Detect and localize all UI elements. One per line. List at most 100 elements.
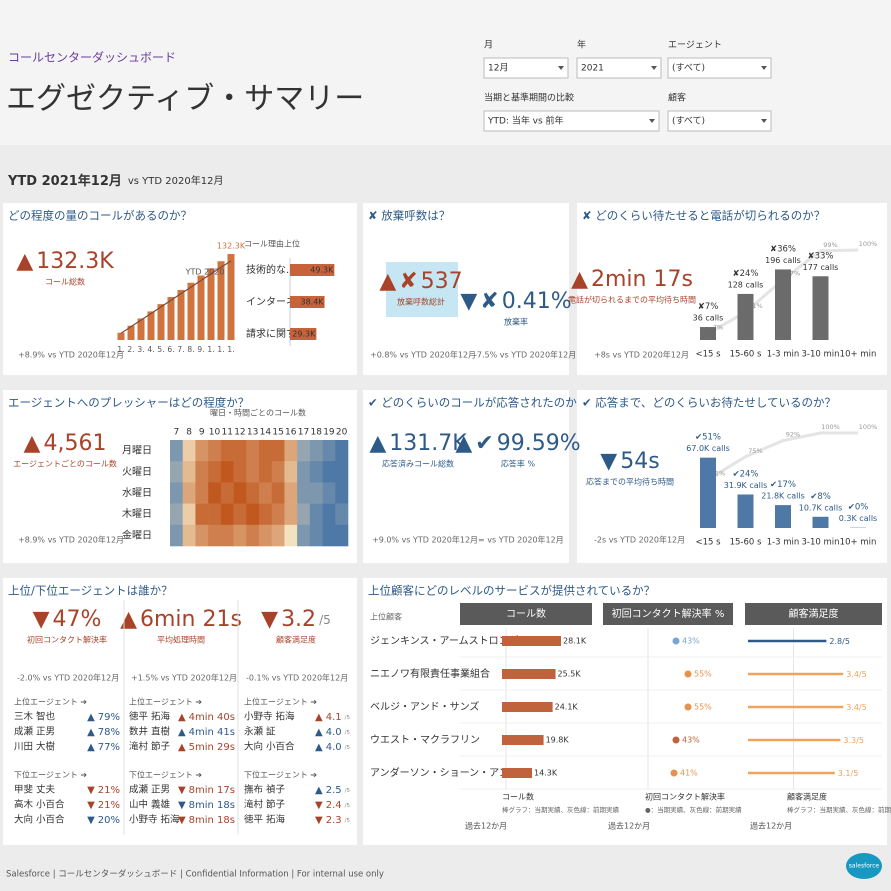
data-label: 43% <box>682 736 700 745</box>
kpi-delta: +8s vs YTD 2020年12月 <box>594 350 689 360</box>
hour-label: 13 <box>247 428 258 438</box>
prior-line <box>120 260 232 334</box>
heat-cell <box>182 461 196 483</box>
filter-select[interactable] <box>667 57 772 79</box>
agent-name: 数井 直樹 <box>129 726 171 738</box>
filter-select[interactable] <box>667 110 772 132</box>
customer-name: ジェンキンス・アームストロング <box>370 634 519 647</box>
share-label: ✘24% <box>732 268 758 278</box>
agent-name: 小野寺 拓海 <box>129 814 180 826</box>
list-header: 上位エージェント ➔ <box>129 697 202 707</box>
heat-cell <box>322 482 336 504</box>
agent-value-arrow: ▲ <box>315 727 323 738</box>
data-label: 14.3K <box>534 769 558 778</box>
filter-label: 当期と基準期間の比較 <box>484 92 574 104</box>
filter-select[interactable] <box>483 110 660 132</box>
fcr-dot <box>672 637 680 645</box>
filter-value: 2021 <box>581 64 604 74</box>
x-tick-label: 6. <box>167 345 174 354</box>
hour-label: 10 <box>209 428 221 438</box>
share-value: 33% <box>815 251 834 261</box>
agent-name: 小野寺 拓海 <box>244 711 295 723</box>
list-header: 上位エージェント ➔ <box>244 697 317 707</box>
heat-cell <box>259 461 273 483</box>
kpi-value-value: 47% <box>53 607 102 632</box>
kpi-value: ▲ ✔ 99.59% <box>455 431 580 456</box>
kpi-value-value: 4,561 <box>43 431 106 456</box>
x-tick-label: 1. <box>217 345 224 354</box>
heat-cell <box>335 524 349 547</box>
cumulative-label: 51% <box>711 470 725 478</box>
agent-value-value: 2.5 <box>326 785 342 796</box>
csat-value: 3.4 <box>846 670 859 679</box>
filter-value: (すべて) <box>672 116 705 127</box>
kpi-value-arrow: ▼ <box>261 607 278 632</box>
filter-select[interactable] <box>483 57 569 79</box>
panel-title: ✔ 応答まで、どのくらいお待たせしているのか？ <box>582 396 836 410</box>
share-label: ✔24% <box>732 469 758 479</box>
kpi-value: ▼ ✘ 0.41% <box>460 289 571 314</box>
data-label: 49.3K <box>310 266 334 275</box>
data-label: 55% <box>694 670 712 679</box>
heatmap-title: 曜日・時間ごとのコール数 <box>210 408 306 418</box>
panel-title: どの程度の量のコールがあるのか？ <box>8 209 192 223</box>
customer-name: ベルジ・アンド・サンズ <box>370 700 479 713</box>
heat-cell <box>284 482 298 504</box>
customer-name: ニエノワ有限責任事業組合 <box>370 667 490 680</box>
column-note: 棒グラフ：当期実績、灰色線：前期実績 <box>787 805 891 814</box>
dropdown-arrow <box>558 66 564 70</box>
heat-cell <box>271 440 285 462</box>
reasons-title: コール理由上位 <box>244 239 300 249</box>
csat-unit: /5 <box>856 736 864 745</box>
hist-bar <box>812 276 829 340</box>
csat-unit: /5 <box>842 637 850 646</box>
kpi-value-arrow: ▼ <box>33 607 50 632</box>
filter-select[interactable] <box>576 57 662 79</box>
month-bar <box>177 289 185 340</box>
day-label: 木曜日 <box>122 508 152 520</box>
reason-label: 技術的な... <box>246 263 296 276</box>
agent-value-arrow: ▲ <box>315 712 323 723</box>
hour-label: 9 <box>199 428 205 438</box>
agent-value-value: 79% <box>98 712 120 723</box>
hist-bar <box>737 494 754 528</box>
panel <box>3 203 357 375</box>
heat-cell <box>233 461 247 483</box>
heat-cell <box>322 524 336 547</box>
share-label: ✔8% <box>810 491 831 501</box>
agent-value-arrow: ▼ <box>315 815 323 826</box>
column-note: 棒グラフ：当期実績、灰色線：前期実績 <box>502 805 620 814</box>
agent-name: 徳平 拓海 <box>244 814 286 826</box>
heat-cell <box>322 440 336 462</box>
heat-cell <box>271 503 285 526</box>
agent-value-value: 2.3 <box>326 815 342 826</box>
reason-bar <box>290 296 325 308</box>
fcr-dot <box>684 703 692 711</box>
day-label: 金曜日 <box>122 528 152 541</box>
csat-label: 3.1/5 <box>838 769 859 778</box>
kpi-value: ▲ 131.7K <box>369 431 467 456</box>
agent-value-arrow: ▲ <box>87 742 95 753</box>
logo-text: salesforce <box>849 863 880 870</box>
agent-value: ▼ 20% <box>87 815 120 826</box>
heat-cell <box>170 461 184 483</box>
kpi-value: ▼ 54s <box>600 449 659 474</box>
series-label: YTD 2020 <box>185 268 225 277</box>
heat-cell <box>195 440 209 462</box>
data-label: 55% <box>694 703 712 712</box>
kpi-delta: -7.5% vs YTD 2020年12月 <box>474 350 576 360</box>
month-bar <box>117 332 125 340</box>
agent-value-value: 8min 18s <box>189 815 235 826</box>
agent-value-value: 77% <box>98 742 120 753</box>
heat-cell <box>170 524 184 547</box>
dropdown-arrow <box>651 66 657 70</box>
x-tick-label: <15 s <box>695 538 721 548</box>
agent-value-value: 4min 40s <box>189 712 235 723</box>
csat-label: 3.4/5 <box>846 703 867 712</box>
agent-name: 三木 智也 <box>14 711 56 723</box>
kpi-value: ▼ 47% <box>33 607 102 632</box>
heat-cell <box>284 503 298 526</box>
kpi-value-arrow: ▲ <box>16 249 33 274</box>
